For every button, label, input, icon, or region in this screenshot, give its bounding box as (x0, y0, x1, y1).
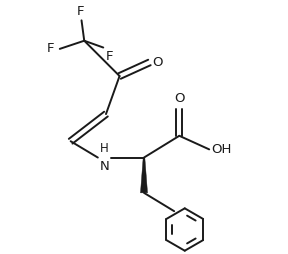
Text: N: N (100, 160, 109, 173)
Text: F: F (47, 42, 54, 55)
Text: O: O (153, 56, 163, 69)
Text: H: H (100, 142, 109, 155)
Polygon shape (141, 157, 147, 193)
Text: OH: OH (211, 143, 232, 156)
Text: F: F (76, 5, 84, 18)
Text: F: F (106, 50, 113, 63)
Text: O: O (174, 92, 185, 105)
